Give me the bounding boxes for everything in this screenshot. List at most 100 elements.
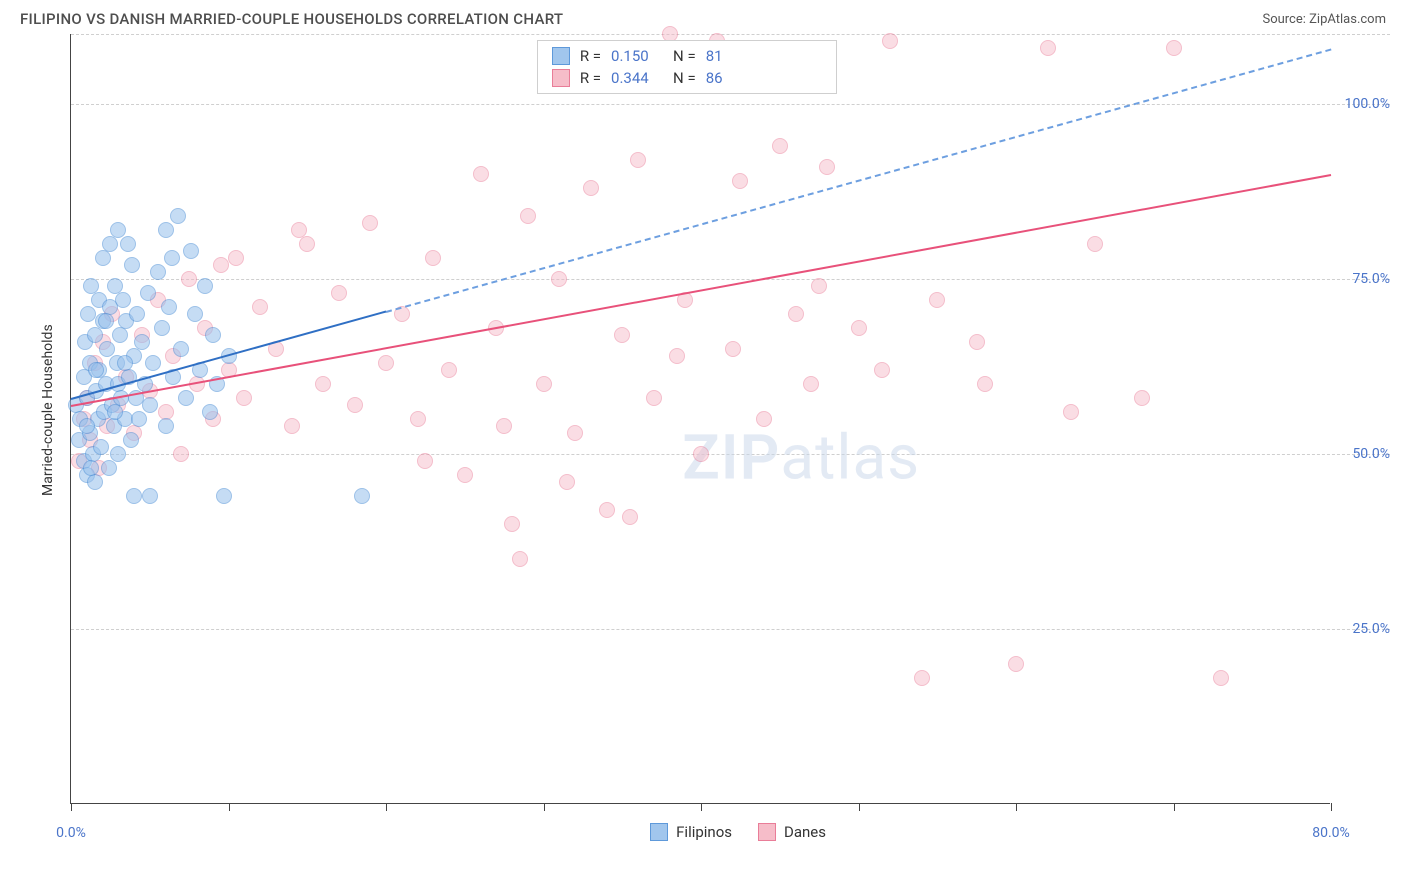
data-point [599,502,615,518]
data-point [236,390,252,406]
data-point [788,306,804,322]
data-point [158,418,174,434]
data-point [112,327,128,343]
gridline [71,104,1390,105]
stat-n-label: N = [673,69,696,87]
x-tick [701,803,702,811]
x-tick [1331,803,1332,811]
data-point [331,285,347,301]
trend-line-extrapolated [386,48,1332,312]
legend-label: Danes [784,823,826,841]
data-point [559,474,575,490]
data-point [161,299,177,315]
data-point [410,411,426,427]
data-point [646,390,662,406]
stat-n-label: N = [673,47,696,65]
data-point [102,236,118,252]
stats-row: R =0.344N =86 [538,67,836,89]
data-point [362,215,378,231]
data-point [150,264,166,280]
data-point [882,33,898,49]
gridline [71,34,1390,35]
y-tick-label: 75.0% [1352,271,1390,287]
data-point [124,257,140,273]
data-point [969,334,985,350]
data-point [732,173,748,189]
data-point [756,411,772,427]
y-tick-label: 50.0% [1352,446,1390,462]
legend-label: Filipinos [676,823,732,841]
data-point [1087,236,1103,252]
data-point [216,488,232,504]
x-tick [1174,803,1175,811]
data-point [154,320,170,336]
data-point [158,222,174,238]
data-point [851,320,867,336]
gridline [71,279,1390,280]
stat-r-value: 0.344 [611,69,663,87]
x-tick [544,803,545,811]
data-point [110,446,126,462]
data-point [457,467,473,483]
watermark: ZIPatlas [682,421,920,494]
data-point [299,236,315,252]
data-point [98,313,114,329]
data-point [145,355,161,371]
data-point [347,397,363,413]
data-point [819,159,835,175]
data-point [803,376,819,392]
data-point [213,257,229,273]
data-point [134,334,150,350]
stat-r-value: 0.150 [611,47,663,65]
data-point [536,376,552,392]
legend-swatch [650,823,668,841]
data-point [874,362,890,378]
data-point [1063,404,1079,420]
data-point [117,355,133,371]
legend-swatch [552,47,570,65]
data-point [512,551,528,567]
data-point [284,418,300,434]
data-point [1008,656,1024,672]
data-point [87,474,103,490]
data-point [772,138,788,154]
data-point [202,404,218,420]
correlation-chart: 25.0%50.0%75.0%100.0%0.0%80.0%ZIPatlasR … [20,34,1386,864]
data-point [252,299,268,315]
data-point [1166,40,1182,56]
stats-box: R =0.150N =81R =0.344N =86 [537,40,837,94]
legend-item: Filipinos [650,823,732,841]
data-point [622,509,638,525]
y-tick-label: 25.0% [1352,621,1390,637]
data-point [205,327,221,343]
data-point [142,488,158,504]
data-point [315,376,331,392]
data-point [504,516,520,532]
data-point [131,411,147,427]
legend-item: Danes [758,823,826,841]
gridline [71,629,1390,630]
data-point [811,278,827,294]
data-point [1134,390,1150,406]
plot-area: 25.0%50.0%75.0%100.0%0.0%80.0%ZIPatlasR … [70,34,1330,804]
data-point [170,208,186,224]
data-point [378,355,394,371]
data-point [173,341,189,357]
data-point [126,488,142,504]
data-point [164,250,180,266]
legend: Filipinos Danes [650,823,826,841]
stat-r-label: R = [580,47,601,65]
data-point [1213,670,1229,686]
data-point [1040,40,1056,56]
data-point [291,222,307,238]
data-point [669,348,685,364]
data-point [473,166,489,182]
data-point [614,327,630,343]
data-point [228,250,244,266]
data-point [83,460,99,476]
data-point [95,250,111,266]
x-tick-label: 0.0% [56,825,86,841]
data-point [142,397,158,413]
gridline [71,454,1390,455]
data-point [583,180,599,196]
